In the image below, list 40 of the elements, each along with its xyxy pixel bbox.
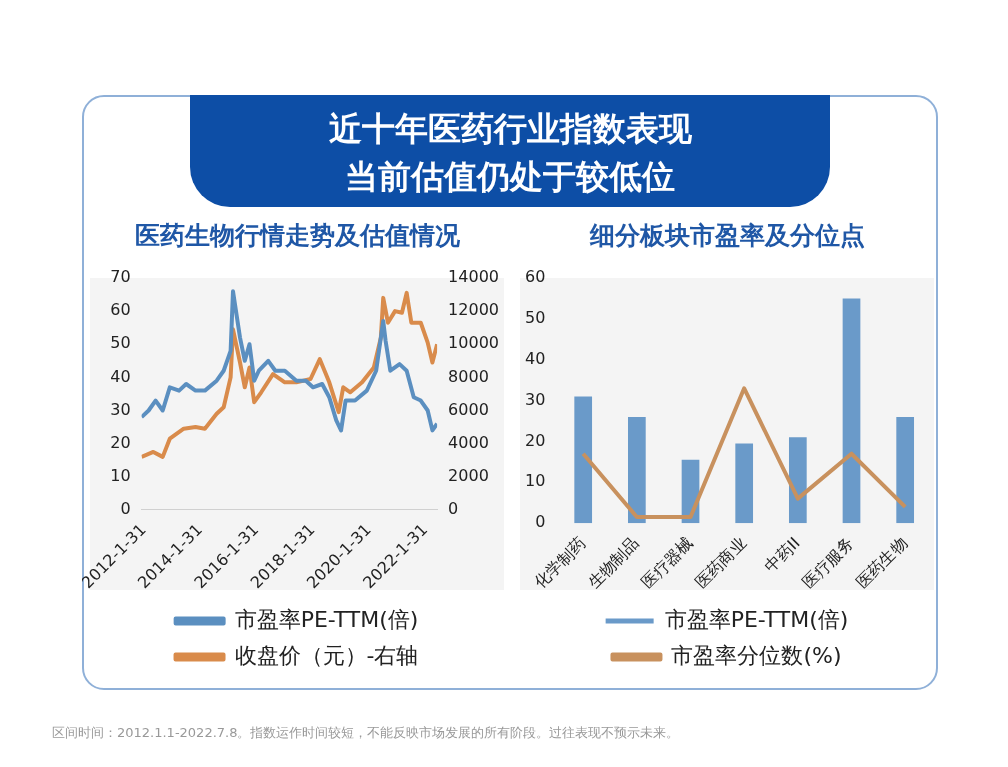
y-tick-label: 40 — [525, 348, 546, 368]
legend-label: 收盘价（元）-右轴 — [234, 642, 419, 668]
y2-tick-label: 4000 — [448, 432, 489, 452]
bar — [788, 437, 807, 524]
x-tick-label: 医药生物 — [852, 533, 911, 592]
bar — [735, 443, 754, 524]
y2-tick-label: 8000 — [448, 366, 489, 386]
chart-title: 细分板块市盈率及分位点 — [588, 220, 865, 250]
y2-tick-label: 2000 — [448, 465, 489, 485]
y-tick-label: 30 — [110, 399, 131, 419]
bar — [896, 416, 915, 524]
y-tick-label: 60 — [110, 300, 131, 320]
y2-tick-label: 6000 — [448, 399, 489, 419]
y-tick-label: 70 — [110, 267, 131, 287]
y-tick-label: 0 — [535, 512, 546, 532]
y-tick-label: 30 — [525, 389, 546, 409]
y2-tick-label: 10000 — [448, 333, 500, 353]
chart-title: 医药生物行情走势及估值情况 — [134, 220, 461, 250]
y-tick-label: 10 — [110, 465, 131, 485]
y-tick-label: 20 — [525, 430, 546, 450]
x-tick-label: 化学制药 — [530, 533, 589, 592]
text: 区间时间：2012.1.1-2022.7.8。指数运作时间较短，不能反映市场发展的所有阶段。过往表现不预示未来。 — [52, 724, 680, 742]
y-tick-label: 40 — [110, 366, 131, 386]
bar — [628, 416, 646, 524]
y2-tick-label: 14000 — [448, 267, 500, 287]
y-tick-label: 50 — [110, 333, 131, 353]
legend-label: 市盈率PE-TTM(倍) — [664, 606, 849, 632]
y-tick-label: 60 — [525, 267, 546, 287]
bar — [842, 298, 861, 524]
x-tick-label: 中药II — [760, 533, 804, 577]
legend-label: 市盈率分位数(%) — [671, 642, 842, 668]
y-tick-label: 0 — [120, 499, 131, 519]
y-tick-label: 10 — [525, 471, 546, 491]
y2-tick-label: 0 — [448, 499, 459, 519]
bar — [574, 396, 593, 524]
y2-tick-label: 12000 — [448, 300, 500, 320]
legend-label: 市盈率PE-TTM(倍) — [234, 606, 419, 632]
y-tick-label: 50 — [525, 308, 546, 328]
y-tick-label: 20 — [110, 432, 131, 452]
text: 近十年医药行业指数表现当前估值仍处于较低位 — [190, 95, 830, 207]
